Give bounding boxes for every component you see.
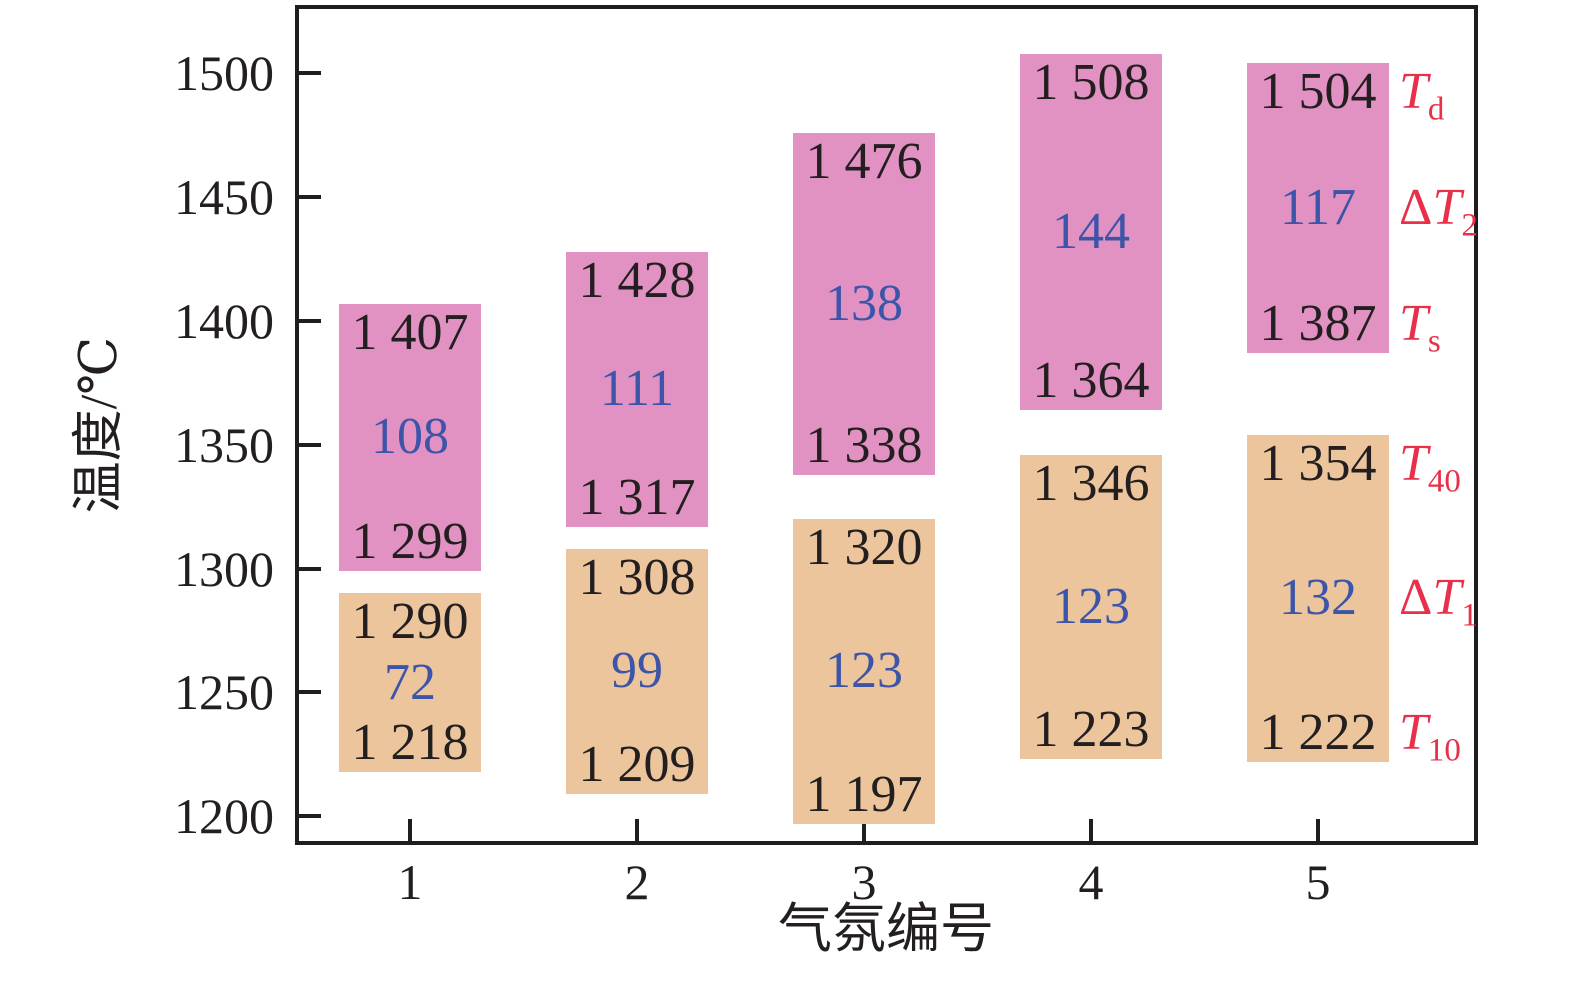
y-axis-tick bbox=[299, 195, 321, 200]
upper-delta-value-label: 144 bbox=[1052, 202, 1130, 260]
y-tick-label: 1250 bbox=[174, 664, 274, 721]
upper-delta-value-label: 108 bbox=[371, 408, 449, 466]
x-axis-title: 气氛编号 bbox=[778, 899, 994, 959]
upper-low-value-label: 1 387 bbox=[1259, 295, 1377, 353]
x-tick-label: 3 bbox=[851, 854, 877, 910]
y-tick-label: 1450 bbox=[174, 169, 274, 226]
lower-delta-value-label: 72 bbox=[384, 653, 436, 711]
x-axis-tick bbox=[408, 819, 412, 841]
y-tick-label: 1300 bbox=[174, 540, 274, 597]
delta-symbol: Δ bbox=[1399, 179, 1433, 237]
lower-range-bar bbox=[566, 548, 708, 794]
lower-delta-value-label: 123 bbox=[825, 642, 903, 700]
series-label-Td: Td bbox=[1399, 63, 1445, 128]
series-label-Ts: Ts bbox=[1399, 295, 1441, 360]
upper-delta-value-label: 117 bbox=[1279, 179, 1357, 237]
upper-low-value-label: 1 338 bbox=[805, 416, 923, 474]
upper-range-bar bbox=[339, 303, 481, 572]
series-label-delta-T1: ΔT1 bbox=[1399, 569, 1478, 634]
series-label-T10: T10 bbox=[1399, 703, 1461, 769]
series-label-T40: T40 bbox=[1399, 434, 1461, 500]
lower-range-bar bbox=[339, 593, 481, 772]
x-axis-tick bbox=[862, 819, 866, 841]
upper-range-bar bbox=[793, 132, 935, 475]
upper-high-value-label: 1 476 bbox=[805, 132, 923, 190]
upper-delta-value-label: 138 bbox=[825, 274, 903, 332]
upper-high-value-label: 1 504 bbox=[1259, 63, 1377, 121]
y-axis-tick bbox=[299, 319, 321, 323]
lower-low-value-label: 1 223 bbox=[1032, 701, 1150, 759]
delta-symbol: Δ bbox=[1399, 569, 1433, 627]
label-subscript: 10 bbox=[1427, 732, 1461, 769]
y-axis-tick bbox=[299, 566, 321, 571]
upper-high-value-label: 1 508 bbox=[1032, 53, 1150, 111]
x-tick-label: 4 bbox=[1078, 854, 1104, 910]
lower-range-bar bbox=[793, 519, 935, 824]
series-label-delta-T2: ΔT2 bbox=[1399, 179, 1478, 244]
lower-delta-value-label: 132 bbox=[1279, 569, 1357, 627]
lower-low-value-label: 1 197 bbox=[805, 765, 923, 823]
label-subscript: 40 bbox=[1427, 463, 1461, 500]
lower-high-value-label: 1 354 bbox=[1259, 434, 1377, 492]
x-tick-label: 1 bbox=[397, 854, 423, 910]
lower-range-bar bbox=[1020, 454, 1162, 760]
y-tick-label: 1350 bbox=[174, 416, 274, 473]
upper-low-value-label: 1 299 bbox=[351, 513, 469, 571]
upper-range-bar bbox=[566, 251, 708, 527]
label-subscript: d bbox=[1427, 91, 1445, 128]
upper-low-value-label: 1 317 bbox=[578, 468, 696, 526]
y-axis-tick bbox=[299, 690, 321, 695]
y-axis-title: 温度/℃ bbox=[71, 336, 128, 514]
x-tick-label: 2 bbox=[624, 854, 650, 910]
y-axis-tick bbox=[299, 814, 321, 819]
label-subscript: s bbox=[1427, 323, 1441, 360]
upper-delta-value-label: 111 bbox=[599, 360, 675, 418]
lower-delta-value-label: 123 bbox=[1052, 578, 1130, 635]
x-axis-tick bbox=[635, 819, 639, 841]
lower-range-bar bbox=[1247, 434, 1389, 762]
upper-high-value-label: 1 428 bbox=[578, 251, 696, 309]
lower-delta-value-label: 99 bbox=[611, 642, 663, 700]
lower-low-value-label: 1 209 bbox=[578, 735, 696, 793]
upper-low-value-label: 1 364 bbox=[1032, 352, 1150, 410]
upper-high-value-label: 1 407 bbox=[351, 303, 469, 361]
y-tick-label: 1200 bbox=[174, 788, 274, 845]
lower-high-value-label: 1 346 bbox=[1032, 454, 1150, 512]
x-axis-tick bbox=[1316, 819, 1320, 841]
lower-low-value-label: 1 218 bbox=[351, 713, 469, 771]
y-tick-label: 1500 bbox=[174, 45, 274, 102]
lower-high-value-label: 1 308 bbox=[578, 548, 696, 606]
y-tick-label: 1400 bbox=[174, 293, 274, 349]
y-axis-tick bbox=[299, 71, 321, 76]
plot-area: 1200 1250 1300 1350 1400 1450 1500 1 2 3 4 5 1 407 10… bbox=[174, 5, 1478, 907]
x-axis-tick bbox=[1089, 819, 1093, 841]
y-axis-tick bbox=[299, 442, 321, 447]
upper-range-bar bbox=[1247, 63, 1389, 354]
label-subscript: 2 bbox=[1461, 207, 1478, 244]
lower-high-value-label: 1 320 bbox=[805, 519, 923, 577]
x-tick-label: 5 bbox=[1305, 854, 1331, 910]
upper-range-bar bbox=[1020, 53, 1162, 411]
lower-high-value-label: 1 290 bbox=[351, 593, 469, 651]
lower-low-value-label: 1 222 bbox=[1259, 703, 1377, 761]
label-subscript: 1 bbox=[1461, 597, 1478, 634]
